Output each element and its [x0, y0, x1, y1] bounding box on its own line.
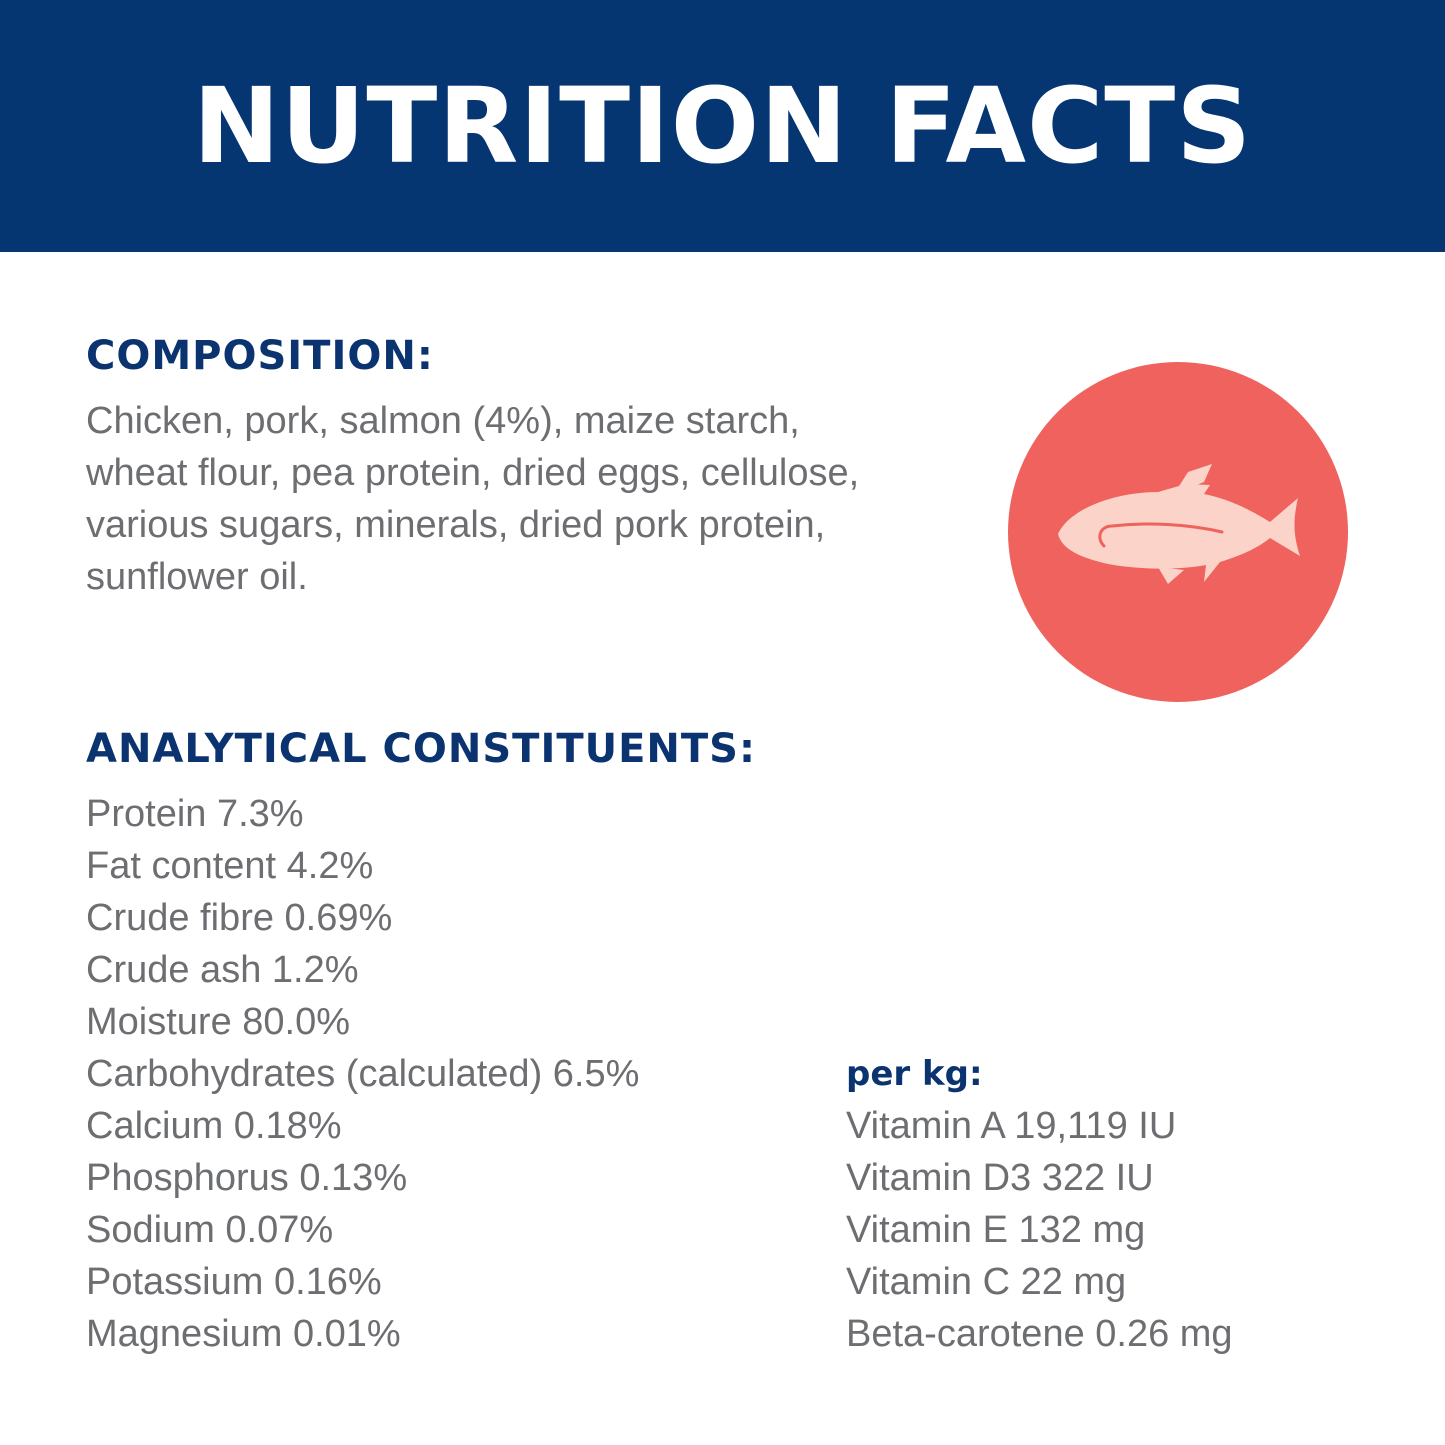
per-kg-list: Vitamin A 19,119 IU Vitamin D3 322 IU Vi…	[846, 1100, 1233, 1360]
per-kg-item: Vitamin A 19,119 IU	[846, 1105, 1177, 1147]
per-kg-item: Vitamin E 132 mg	[846, 1209, 1146, 1251]
per-kg-item: Beta-carotene 0.26 mg	[846, 1313, 1233, 1355]
fish-shape	[1058, 464, 1300, 584]
composition-line: Chicken, pork, salmon (4%), maize starch…	[86, 400, 800, 442]
composition-line: sunflower oil.	[86, 556, 308, 598]
constituent-item: Phosphorus 0.13%	[86, 1157, 408, 1199]
per-kg-item: Vitamin D3 322 IU	[846, 1157, 1154, 1199]
composition-line: wheat flour, pea protein, dried eggs, ce…	[86, 452, 860, 494]
constituent-item: Crude ash 1.2%	[86, 949, 359, 991]
constituent-item: Carbohydrates (calculated) 6.5%	[86, 1053, 640, 1095]
constituent-item: Calcium 0.18%	[86, 1105, 342, 1147]
constituent-item: Crude fibre 0.69%	[86, 897, 393, 939]
composition-line: various sugars, minerals, dried pork pro…	[86, 504, 826, 546]
header-banner: NUTRITION FACTS	[0, 0, 1445, 252]
composition-heading: COMPOSITION:	[86, 333, 434, 379]
page-title: NUTRITION FACTS	[192, 65, 1253, 187]
constituent-item: Sodium 0.07%	[86, 1209, 334, 1251]
constituent-item: Potassium 0.16%	[86, 1261, 382, 1303]
fish-gill-line	[1098, 522, 1224, 548]
analytical-constituents-heading: ANALYTICAL CONSTITUENTS:	[86, 726, 756, 772]
fish-badge	[1008, 362, 1348, 702]
constituent-item: Fat content 4.2%	[86, 845, 374, 887]
constituents-list: Protein 7.3% Fat content 4.2% Crude fibr…	[86, 788, 639, 1360]
fish-icon	[1008, 362, 1348, 702]
per-kg-item: Vitamin C 22 mg	[846, 1261, 1127, 1303]
constituent-item: Moisture 80.0%	[86, 1001, 351, 1043]
constituent-item: Protein 7.3%	[86, 793, 304, 835]
constituent-item: Magnesium 0.01%	[86, 1313, 401, 1355]
composition-text: Chicken, pork, salmon (4%), maize starch…	[86, 395, 966, 603]
per-kg-heading: per kg:	[846, 1054, 983, 1094]
